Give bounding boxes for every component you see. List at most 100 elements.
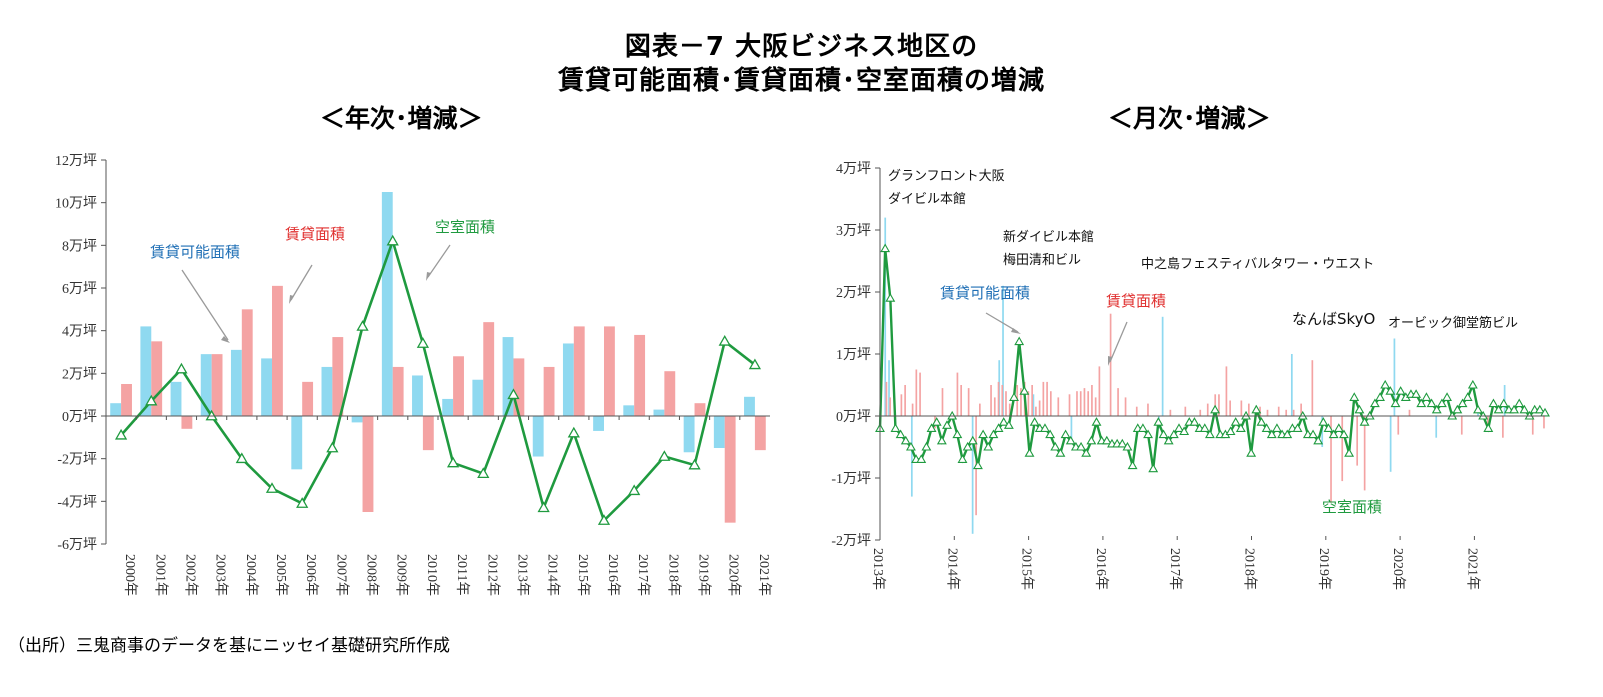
x-tick-label: 2017年 — [635, 554, 651, 596]
x-tick-label: 2013年 — [514, 554, 530, 596]
marker-vacant-monthly — [1422, 393, 1430, 400]
label-leased: 賃貸面積 — [285, 225, 345, 243]
bar-leased-monthly — [1080, 391, 1082, 416]
bar-leased-monthly — [1248, 404, 1250, 416]
annotation-namba-skyo: なんばSkyO — [1292, 310, 1375, 328]
bar-leased-monthly — [904, 385, 906, 416]
bar-available-monthly — [911, 416, 913, 497]
marker-vacant-monthly — [953, 431, 961, 438]
marker-vacant-monthly — [1273, 424, 1281, 431]
label-available: 賃貸可能面積 — [150, 243, 240, 261]
y-tick-label-monthly: -2万坪 — [831, 533, 871, 549]
bar-leased-monthly — [912, 404, 914, 416]
x-tick-label: 2006年 — [303, 554, 319, 596]
annotation-nakanoshima-festival: 中之島フェスティバルタワー・ウエスト — [1141, 257, 1374, 272]
bar-available-monthly — [972, 416, 974, 534]
y-tick-label-monthly: 4万坪 — [836, 161, 871, 177]
bar-leased — [755, 416, 766, 450]
bar-available — [653, 410, 664, 416]
arrow-vacant-head — [426, 272, 431, 281]
marker-vacant — [569, 428, 579, 437]
marker-vacant-monthly — [984, 443, 992, 450]
y-tick-label: 2万坪 — [62, 366, 97, 382]
bar-leased — [302, 382, 313, 416]
bar-leased-monthly — [1267, 410, 1269, 416]
bar-leased-monthly — [1543, 416, 1545, 428]
marker-vacant-monthly — [1031, 418, 1039, 425]
marker-vacant-monthly — [1474, 406, 1482, 413]
bar-leased-monthly — [1069, 394, 1071, 416]
bar-available-monthly — [1390, 416, 1392, 472]
y-tick-label: -4万坪 — [57, 494, 97, 510]
bar-leased — [332, 337, 343, 416]
bar-leased-monthly — [1117, 388, 1119, 416]
marker-vacant-monthly — [1175, 424, 1183, 431]
y-tick-label: 8万坪 — [62, 238, 97, 254]
marker-vacant-monthly — [974, 462, 982, 469]
bar-leased-monthly — [968, 388, 970, 416]
bar-leased-monthly — [1184, 407, 1186, 416]
bar-leased-monthly — [1502, 416, 1504, 438]
marker-vacant-monthly — [933, 418, 941, 425]
x-tick-label: 2009年 — [394, 554, 410, 596]
bar-leased-monthly — [1005, 391, 1007, 416]
marker-vacant-monthly — [1350, 393, 1358, 400]
y-tick-label-monthly: 2万坪 — [836, 285, 871, 301]
bar-leased-monthly — [957, 373, 959, 416]
bar-leased-monthly — [1001, 385, 1003, 416]
marker-vacant-monthly — [1376, 393, 1384, 400]
marker-vacant — [176, 364, 186, 373]
bar-leased-monthly — [1356, 416, 1358, 466]
bar-leased-monthly — [1364, 416, 1366, 490]
x-tick-label-monthly: 2013年 — [870, 548, 886, 590]
marker-vacant-monthly — [979, 431, 987, 438]
marker-vacant-monthly — [1211, 406, 1219, 413]
bar-leased — [212, 354, 223, 416]
annotation-shin-daibiru: 新ダイビル本館 — [1003, 229, 1094, 245]
bar-leased-monthly — [1136, 407, 1138, 416]
annual-chart: 12万坪10万坪8万坪6万坪4万坪2万坪0万坪-2万坪-4万坪-6万坪2000年… — [55, 153, 772, 596]
marker-vacant-monthly — [1489, 400, 1497, 407]
marker-vacant-monthly — [1392, 400, 1400, 407]
marker-vacant-monthly — [1469, 381, 1477, 388]
annotation-obic-midosuji: オービック御堂筋ビル — [1388, 315, 1518, 331]
bar-leased-monthly — [1229, 401, 1231, 417]
bar-available — [321, 367, 332, 416]
bar-leased-monthly — [889, 397, 891, 416]
marker-vacant-monthly — [1355, 406, 1363, 413]
bar-available — [563, 343, 574, 416]
bar-leased-monthly — [1057, 397, 1059, 416]
bar-leased — [272, 286, 283, 416]
bar-leased-monthly — [1110, 314, 1112, 416]
bar-leased — [423, 416, 434, 450]
bar-available — [231, 350, 242, 416]
marker-vacant — [539, 503, 549, 512]
bar-available-monthly — [1291, 354, 1293, 416]
label-vacant-monthly: 空室面積 — [1322, 498, 1382, 516]
x-tick-label-monthly: 2014年 — [944, 548, 960, 590]
bar-leased — [393, 367, 404, 416]
monthly-chart: 4万坪3万坪2万坪1万坪0万坪-1万坪-2万坪2013年 2014年 2015年 20… — [831, 161, 1549, 590]
x-tick-label: 2011年 — [454, 554, 470, 595]
y-tick-label-monthly: 0万坪 — [836, 409, 871, 425]
bar-leased-monthly — [919, 373, 921, 416]
arrow-leased-head — [289, 295, 294, 304]
bar-leased — [604, 326, 615, 416]
y-tick-label-monthly: 3万坪 — [836, 223, 871, 239]
bar-leased-monthly — [901, 394, 903, 416]
marker-vacant-monthly — [1252, 406, 1260, 413]
bar-leased — [574, 326, 585, 416]
marker-vacant-monthly — [1484, 424, 1492, 431]
bar-available-monthly — [1435, 416, 1437, 438]
bar-leased-monthly — [1076, 391, 1078, 416]
y-tick-label-monthly: -1万坪 — [831, 471, 871, 487]
bar-leased-monthly — [998, 382, 1000, 416]
bar-available — [171, 382, 182, 416]
marker-vacant-monthly — [1149, 465, 1157, 472]
bar-leased — [725, 416, 736, 523]
marker-vacant — [448, 458, 458, 467]
arrow-leased — [291, 265, 312, 300]
x-tick-label: 2004年 — [243, 554, 259, 596]
x-tick-label: 2014年 — [545, 554, 561, 596]
arrow-leased-monthly — [1110, 322, 1127, 362]
